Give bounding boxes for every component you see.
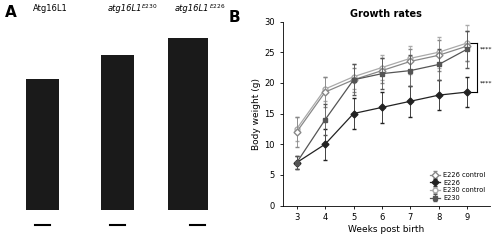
Text: ****: ****	[480, 47, 492, 52]
Text: A: A	[5, 5, 17, 20]
Bar	[101, 55, 134, 210]
Bar	[168, 38, 207, 210]
Text: atg16L1: atg16L1	[175, 4, 210, 13]
Text: atg16L1: atg16L1	[108, 4, 142, 13]
Text: $^{E226}$: $^{E226}$	[209, 4, 226, 13]
Legend: E226 control, E226, E230 control, E230: E226 control, E226, E230 control, E230	[429, 171, 486, 202]
Text: $^{E230}$: $^{E230}$	[142, 4, 158, 13]
Y-axis label: Body weight (g): Body weight (g)	[252, 77, 262, 150]
Bar	[26, 79, 59, 210]
Text: ****: ****	[480, 80, 492, 85]
X-axis label: Weeks post birth: Weeks post birth	[348, 225, 424, 234]
Title: Growth rates: Growth rates	[350, 9, 422, 19]
Text: B: B	[228, 11, 240, 26]
Text: Atg16L1: Atg16L1	[32, 4, 67, 13]
